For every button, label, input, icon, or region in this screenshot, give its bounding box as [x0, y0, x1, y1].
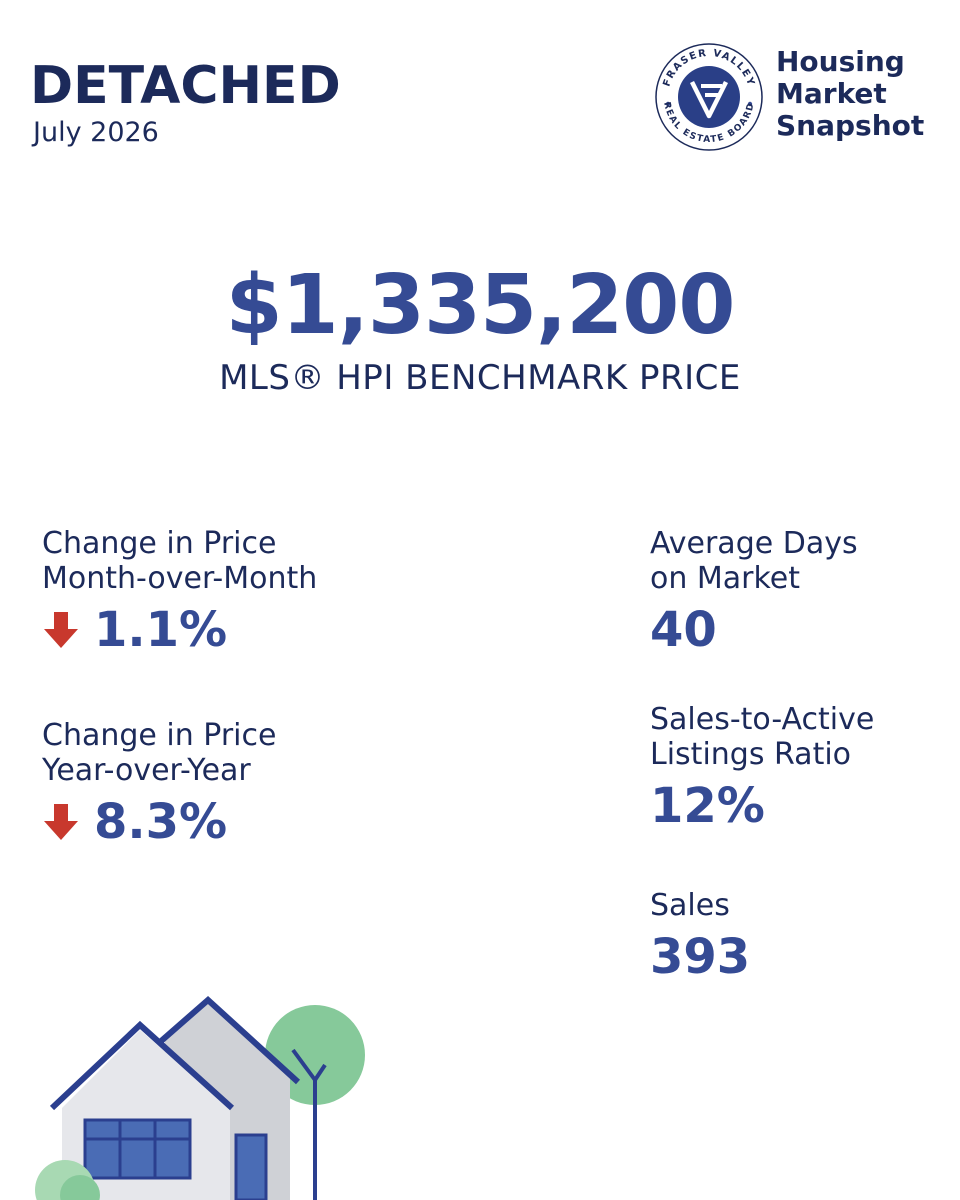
stat-yoy-change: Change in Price Year-over-Year 8.3%	[42, 718, 276, 850]
logo-line-3: Snapshot	[776, 109, 925, 142]
house-front-roof	[49, 1020, 235, 1111]
stat-label-line-2: Month-over-Month	[42, 561, 318, 596]
stat-label-line-1: Change in Price	[42, 526, 277, 561]
arrow-down-icon	[44, 804, 78, 840]
house-back-roof	[158, 995, 301, 1085]
stat-value: 8.3%	[94, 794, 228, 850]
stat-label: Average Days on Market	[650, 526, 858, 596]
house-window	[83, 1118, 192, 1180]
stat-value: 393	[650, 929, 751, 985]
stat-label: Change in Price Year-over-Year	[42, 718, 276, 788]
stat-label-line-2: Listings Ratio	[650, 737, 852, 772]
stat-label-line-1: Change in Price	[42, 718, 277, 753]
stat-label-line-2: on Market	[650, 561, 801, 596]
report-period: July 2026	[33, 117, 159, 148]
stat-label: Change in Price Month-over-Month	[42, 526, 317, 596]
house-illustration	[35, 995, 365, 1200]
stat-label: Sales-to-Active Listings Ratio	[650, 702, 874, 772]
stat-label: Sales	[650, 888, 750, 923]
page-title: DETACHED	[30, 56, 341, 116]
fvreb-logo: FRASER VALLEY REAL ESTATE BOARD Housing …	[654, 42, 944, 152]
benchmark-price: $1,335,200	[225, 258, 736, 353]
logo-line-1: Housing	[776, 45, 905, 78]
stat-value-row: 8.3%	[42, 794, 276, 850]
stat-sales: Sales 393	[650, 888, 750, 985]
stat-label-line-1: Sales	[650, 888, 730, 923]
stat-label-line-1: Sales-to-Active	[650, 702, 875, 737]
arrow-down-icon	[44, 612, 78, 648]
stat-label-line-1: Average Days	[650, 526, 858, 561]
stat-sales-to-active-ratio: Sales-to-Active Listings Ratio 12%	[650, 702, 874, 834]
stat-avg-days-on-market: Average Days on Market 40	[650, 526, 858, 658]
house-door	[234, 1133, 268, 1200]
stat-value: 12%	[650, 778, 765, 834]
logo-line-2: Market	[776, 77, 887, 110]
stat-value: 40	[650, 602, 717, 658]
logo-wordmark: Housing Market Snapshot	[776, 46, 924, 142]
stat-value-row: 1.1%	[42, 602, 317, 658]
stat-mom-change: Change in Price Month-over-Month 1.1%	[42, 526, 317, 658]
benchmark-price-label: MLS® HPI BENCHMARK PRICE	[219, 358, 741, 398]
logo-emblem-icon: FRASER VALLEY REAL ESTATE BOARD	[655, 43, 763, 151]
stat-value: 1.1%	[94, 602, 228, 658]
stat-label-line-2: Year-over-Year	[42, 753, 251, 788]
